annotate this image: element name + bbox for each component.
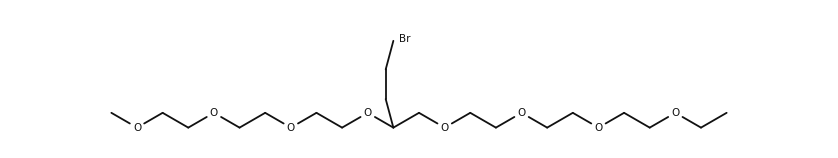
Text: O: O [441, 123, 449, 133]
Text: O: O [594, 123, 603, 133]
Text: O: O [364, 108, 372, 118]
Text: Br: Br [399, 34, 410, 44]
Text: O: O [517, 108, 525, 118]
Text: O: O [133, 123, 141, 133]
Text: O: O [287, 123, 295, 133]
Text: O: O [210, 108, 218, 118]
Text: O: O [671, 108, 680, 118]
